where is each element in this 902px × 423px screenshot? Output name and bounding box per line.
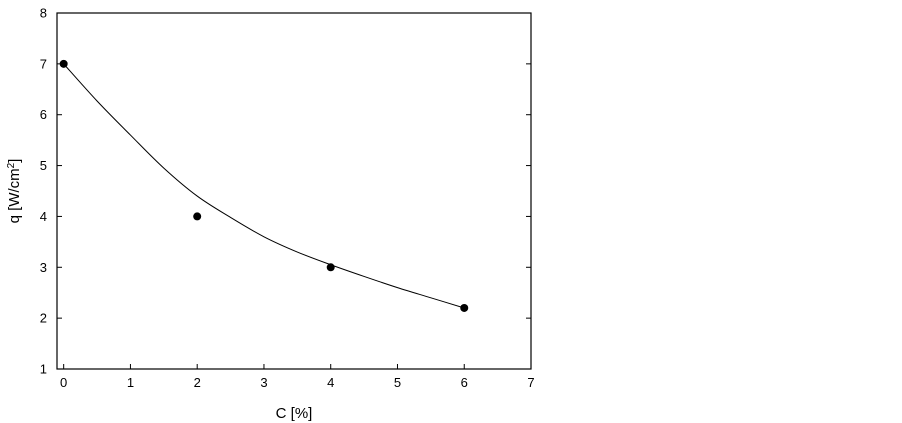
x-tick-label: 2 <box>194 375 201 390</box>
x-tick-label: 0 <box>60 375 67 390</box>
series-layer <box>59 59 469 312</box>
x-tick-label: 4 <box>327 375 334 390</box>
y-tick-label: 6 <box>40 107 47 122</box>
x-tick-label: 3 <box>260 375 267 390</box>
data-point <box>193 212 202 221</box>
plot-frame <box>56 12 532 370</box>
x-axis-ticks: 0 1 2 3 4 5 6 7 <box>60 364 535 390</box>
y-axis-label-superscript: 2 <box>6 162 17 168</box>
fit-curve <box>63 63 465 309</box>
data-point <box>59 59 68 68</box>
y-axis-label-prefix: q [W/cm <box>6 168 23 223</box>
x-tick-label: 5 <box>394 375 401 390</box>
x-tick-label: 6 <box>461 375 468 390</box>
y-axis-label-suffix: ] <box>6 159 23 163</box>
y-tick-label: 1 <box>40 362 47 377</box>
y-axis-label: q [W/cm2] <box>6 159 24 224</box>
y-tick-label: 8 <box>40 6 47 21</box>
data-point <box>326 263 335 272</box>
y-tick-label: 4 <box>40 209 47 224</box>
y-tick-label: 3 <box>40 260 47 275</box>
y-tick-label: 7 <box>40 56 47 71</box>
y-tick-label: 2 <box>40 311 47 326</box>
x-axis-label: C [%] <box>276 405 313 422</box>
y-axis-ticks: 1 2 3 4 5 6 7 8 <box>40 6 531 377</box>
x-tick-label: 1 <box>127 375 134 390</box>
x-tick-label: 7 <box>527 375 534 390</box>
y-tick-label: 5 <box>40 158 47 173</box>
data-point <box>460 303 469 312</box>
